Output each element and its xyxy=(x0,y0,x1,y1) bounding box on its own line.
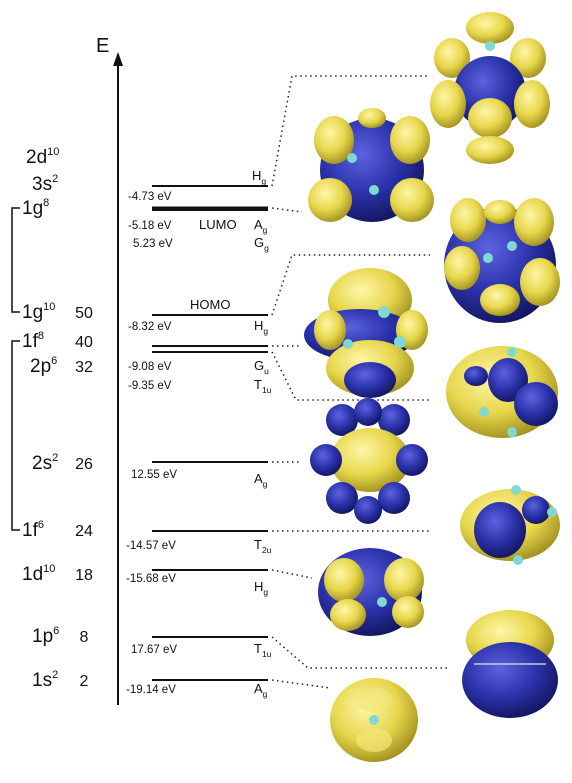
shell-labels: 2d10 3s2 1g8 1g10 1f8 2p6 2s2 1f6 1d10 1… xyxy=(22,146,59,691)
symmetry-label: Ag xyxy=(254,471,268,489)
orbital-left-2 xyxy=(304,268,428,398)
energy-value: -9.08 eV xyxy=(128,361,172,373)
connector-lines xyxy=(271,75,450,689)
shell-label: 2d10 xyxy=(26,146,59,168)
symmetry-label: Hg xyxy=(254,318,268,336)
energy-value: -15.68 eV xyxy=(126,573,176,585)
shell-label: 1f8 xyxy=(22,330,44,352)
symmetry-label: Ag xyxy=(254,681,268,699)
symmetry-label: Hg xyxy=(254,579,268,597)
electron-counts: 50 40 32 26 24 18 8 2 xyxy=(75,305,93,690)
energy-value: -5.18 eV xyxy=(128,220,172,232)
energy-axis-label: E xyxy=(96,35,109,57)
homo-label: HOMO xyxy=(190,297,230,312)
orbital-right-3 xyxy=(446,346,558,438)
shell-label: 1d10 xyxy=(22,563,55,585)
electron-count: 8 xyxy=(80,629,89,646)
shell-label: 3s2 xyxy=(32,173,58,195)
symmetry-label: Hg xyxy=(252,168,266,186)
electron-count: 26 xyxy=(75,456,93,473)
shell-label: 1p6 xyxy=(32,625,59,647)
energy-value: 5.23 eV xyxy=(133,238,173,250)
electron-count: 24 xyxy=(75,523,93,540)
electron-count: 40 xyxy=(75,334,93,351)
orbital-bottom xyxy=(330,678,418,762)
energy-value: -19.14 eV xyxy=(126,684,176,696)
energy-value: -9.35 eV xyxy=(128,380,172,392)
energy-value: -4.73 eV xyxy=(128,191,172,203)
symmetry-label: Gu xyxy=(254,358,269,376)
symmetry-labels: Hg Ag Gg Hg Gu T1u Ag T2u Hg T1u Ag xyxy=(252,168,272,699)
energy-value: 12.55 eV xyxy=(131,469,177,481)
energy-values: -4.73 eV -5.18 eV 5.23 eV -8.32 eV -9.08… xyxy=(126,191,177,696)
electron-count: 18 xyxy=(75,567,93,584)
energy-value: -8.32 eV xyxy=(128,321,172,333)
electron-count: 32 xyxy=(75,359,93,376)
electron-count: 2 xyxy=(80,673,89,690)
lumo-label: LUMO xyxy=(199,217,237,232)
shell-brackets xyxy=(11,207,20,531)
orbital-left-3 xyxy=(310,398,428,524)
symmetry-label: T2u xyxy=(254,537,272,555)
symmetry-label: T1u xyxy=(254,641,272,659)
energy-level-lines xyxy=(152,185,268,681)
shell-label: 1f6 xyxy=(22,519,44,541)
orbital-right-1 xyxy=(430,12,550,164)
energy-value: -14.57 eV xyxy=(126,540,176,552)
shell-label: 1s2 xyxy=(32,669,58,691)
orbital-left-4 xyxy=(318,548,424,636)
shell-label: 2p6 xyxy=(30,355,57,377)
orbital-right-4 xyxy=(460,485,560,565)
electron-count: 50 xyxy=(75,305,93,322)
orbital-right-5 xyxy=(462,610,558,718)
symmetry-label: Gg xyxy=(254,235,269,253)
shell-label: 1g10 xyxy=(22,301,55,323)
shell-label: 2s2 xyxy=(32,452,58,474)
energy-axis: E xyxy=(96,35,123,705)
energy-value: 17.67 eV xyxy=(131,644,177,656)
orbital-right-2 xyxy=(444,198,560,323)
orbital-left-1 xyxy=(308,108,434,222)
shell-label: 1g8 xyxy=(22,197,49,219)
symmetry-label: Ag xyxy=(254,217,268,235)
symmetry-label: T1u xyxy=(254,377,272,395)
